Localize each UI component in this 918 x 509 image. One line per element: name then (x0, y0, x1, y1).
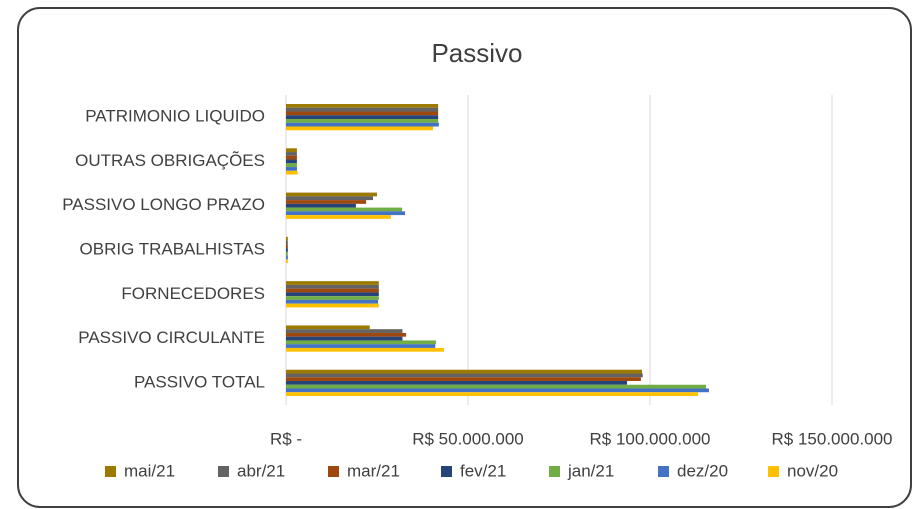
legend-label: nov/20 (787, 461, 838, 480)
bar (286, 347, 444, 352)
legend-label: mar/21 (347, 461, 400, 480)
bar (286, 200, 367, 204)
bar (286, 240, 288, 245)
bar (286, 170, 298, 175)
x-tick-label: R$ 150.000.000 (772, 429, 893, 448)
bar (286, 392, 699, 396)
bar (286, 292, 379, 297)
bar (286, 207, 403, 212)
bar (286, 155, 297, 160)
bar (286, 299, 379, 304)
legend-label: fev/21 (460, 461, 506, 480)
bar (286, 248, 288, 252)
bar (286, 215, 391, 219)
legend-label: dez/20 (677, 461, 728, 480)
y-tick-label: PASSIVO TOTAL (134, 372, 265, 391)
x-tick-label: R$ - (270, 429, 302, 448)
bar (286, 251, 288, 256)
x-tick-label: R$ 50.000.000 (412, 429, 524, 448)
bar (286, 236, 288, 241)
bar (286, 255, 288, 260)
y-tick-label: OUTRAS OBRIGAÇÕES (75, 151, 265, 170)
bar (286, 196, 373, 201)
bar (286, 152, 297, 156)
bar (286, 244, 288, 249)
bar (286, 111, 439, 116)
chart-title: Passivo (431, 38, 522, 68)
chart-frame (17, 7, 912, 508)
bar (286, 332, 407, 337)
y-tick-label: OBRIG TRABALHISTAS (80, 239, 265, 258)
bar (286, 325, 370, 330)
bar (286, 119, 439, 123)
bar (286, 203, 356, 208)
legend-label: mai/21 (124, 461, 175, 480)
legend-swatch (441, 466, 452, 477)
bar (286, 303, 379, 308)
y-tick-label: FORNECEDORES (121, 284, 265, 303)
bar (286, 373, 643, 378)
bar (286, 163, 297, 168)
bar (286, 192, 377, 197)
bar (286, 104, 439, 108)
bar (286, 340, 436, 345)
legend-swatch (549, 466, 560, 477)
bar (286, 388, 709, 393)
bar (286, 384, 707, 389)
bar (286, 380, 628, 385)
legend-swatch (658, 466, 669, 477)
legend-swatch (105, 466, 116, 477)
bar (286, 122, 439, 127)
legend-swatch (218, 466, 229, 477)
bar (286, 107, 439, 112)
bar (286, 259, 288, 264)
bar (286, 288, 379, 293)
bar (286, 167, 297, 171)
bar (286, 148, 297, 153)
y-tick-label: PATRIMONIO LIQUIDO (85, 107, 265, 126)
x-tick-label: R$ 100.000.000 (590, 429, 711, 448)
bar (286, 329, 403, 333)
bar (286, 159, 297, 164)
bar (286, 344, 436, 348)
bar (286, 296, 379, 300)
bar (286, 281, 379, 285)
bar (286, 115, 439, 120)
legend-label: jan/21 (567, 461, 614, 480)
legend-swatch (328, 466, 339, 477)
bar (286, 336, 403, 341)
y-tick-label: PASSIVO LONGO PRAZO (62, 195, 265, 214)
y-tick-label: PASSIVO CIRCULANTE (78, 328, 265, 347)
bar (286, 377, 641, 381)
bar (286, 369, 642, 374)
bar (286, 126, 434, 131)
bar (286, 284, 379, 289)
bar (286, 211, 406, 216)
legend-label: abr/21 (237, 461, 285, 480)
legend-swatch (768, 466, 779, 477)
